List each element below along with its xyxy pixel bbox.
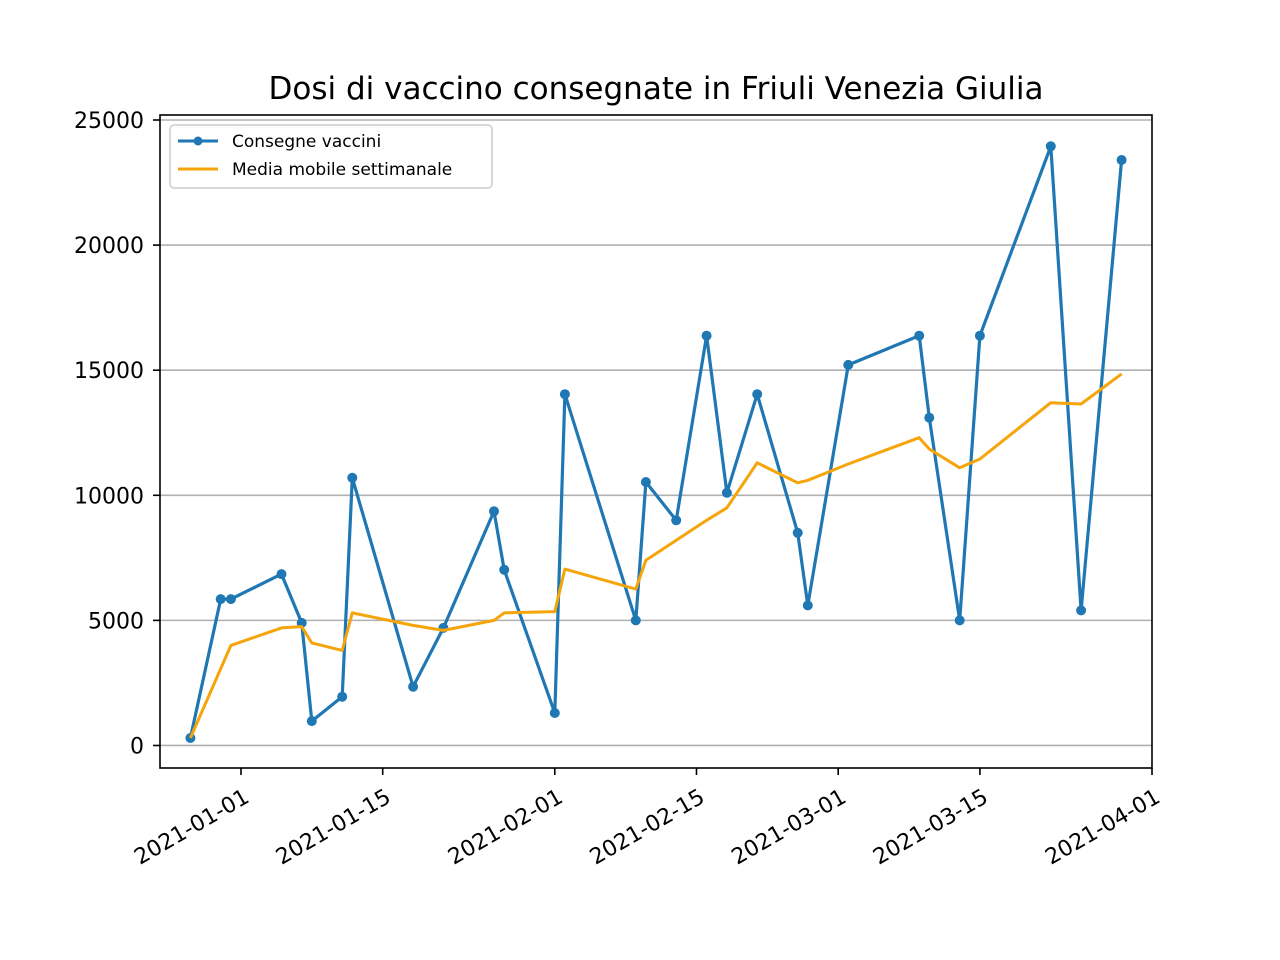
legend-marker [193,136,203,146]
data-point [306,716,317,727]
data-point [499,564,510,575]
y-tick-label: 5000 [88,609,144,634]
data-point [215,594,226,605]
data-point [671,515,682,526]
data-point [792,527,803,538]
plot-frame [159,114,1153,769]
data-point [630,615,641,626]
data-point [408,681,419,692]
data-point [549,708,560,718]
data-point [225,594,236,605]
legend-label: Consegne vaccini [232,132,381,152]
series-layer [185,141,1127,743]
data-point [974,330,985,341]
y-tick-label: 25000 [74,109,144,134]
legend: Consegne vaccini Media mobile settimanale [169,124,493,189]
data-point [1045,141,1056,152]
data-point [701,330,712,341]
data-point [347,472,358,483]
data-point [1116,155,1127,165]
y-tick-label: 0 [130,734,144,759]
legend-label: Media mobile settimanale [232,160,452,180]
data-point [640,477,651,487]
data-point [954,615,965,626]
data-point [914,330,925,341]
y-tick-label: 20000 [74,234,144,259]
data-point [802,600,813,611]
data-point [559,389,570,400]
chart-title: Dosi di vaccino consegnate in Friuli Ven… [269,71,1044,107]
series-moving-average [189,372,1123,739]
data-point [489,506,499,517]
data-point [276,569,287,580]
data-point [1076,605,1087,616]
legend-box [169,124,493,189]
data-point [752,389,763,400]
data-point [924,412,935,423]
y-tick-label: 10000 [74,484,144,509]
data-point [843,359,854,370]
data-point [337,691,348,702]
data-point [721,487,732,498]
series-line [189,372,1123,739]
y-tick-label: 15000 [74,359,144,384]
